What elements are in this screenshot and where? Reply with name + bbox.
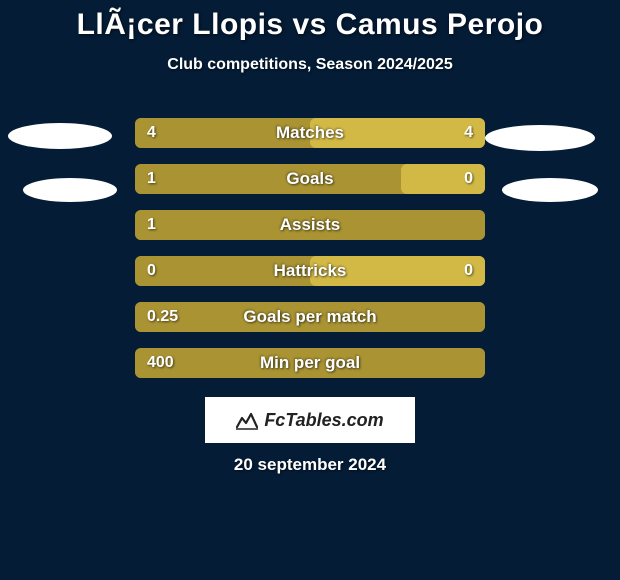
bar-shell-hattricks: Hattricks0 0 <box>135 256 485 286</box>
bar-shell-assists: Assists1 <box>135 210 485 240</box>
bar-value-right-goals: 0 <box>464 164 473 194</box>
stat-row-assists: Assists1 <box>0 210 620 256</box>
bar-label-assists: Assists <box>135 210 485 240</box>
stat-row-hattricks: Hattricks0 0 <box>0 256 620 302</box>
logo-icon <box>236 410 258 430</box>
decor-ellipse-left <box>8 123 112 149</box>
page-subtitle: Club competitions, Season 2024/2025 <box>0 56 620 74</box>
decor-ellipse-right <box>485 125 595 151</box>
logo: FcTables.com <box>236 410 383 431</box>
bar-value-right-hattricks: 0 <box>464 256 473 286</box>
bar-value-left-gpm: 0.25 <box>147 302 178 332</box>
stat-row-mpg: Min per goal400 <box>0 348 620 394</box>
bar-value-left-assists: 1 <box>147 210 156 240</box>
bar-value-left-mpg: 400 <box>147 348 174 378</box>
bar-label-hattricks: Hattricks <box>135 256 485 286</box>
bar-shell-goals: Goals1 0 <box>135 164 485 194</box>
page-title: LlÃ¡cer Llopis vs Camus Perojo <box>0 0 620 42</box>
bar-label-matches: Matches <box>135 118 485 148</box>
decor-ellipse-right <box>502 178 598 202</box>
logo-text: FcTables.com <box>264 410 383 431</box>
bar-label-mpg: Min per goal <box>135 348 485 378</box>
bar-shell-mpg: Min per goal400 <box>135 348 485 378</box>
stat-rows: Matches44Goals10Assists1Hattricks00Goals… <box>0 118 620 394</box>
infographic: LlÃ¡cer Llopis vs Camus Perojo Club comp… <box>0 0 620 580</box>
bar-shell-gpm: Goals per match0.25 <box>135 302 485 332</box>
bar-value-left-matches: 4 <box>147 118 156 148</box>
logo-box: FcTables.com <box>205 397 415 443</box>
footer-date: 20 september 2024 <box>0 455 620 475</box>
bar-value-left-hattricks: 0 <box>147 256 156 286</box>
bar-label-goals: Goals <box>135 164 485 194</box>
bar-label-gpm: Goals per match <box>135 302 485 332</box>
stat-row-gpm: Goals per match0.25 <box>0 302 620 348</box>
bar-shell-matches: Matches4 4 <box>135 118 485 148</box>
decor-ellipse-left <box>23 178 117 202</box>
bar-value-left-goals: 1 <box>147 164 156 194</box>
bar-value-right-matches: 4 <box>464 118 473 148</box>
